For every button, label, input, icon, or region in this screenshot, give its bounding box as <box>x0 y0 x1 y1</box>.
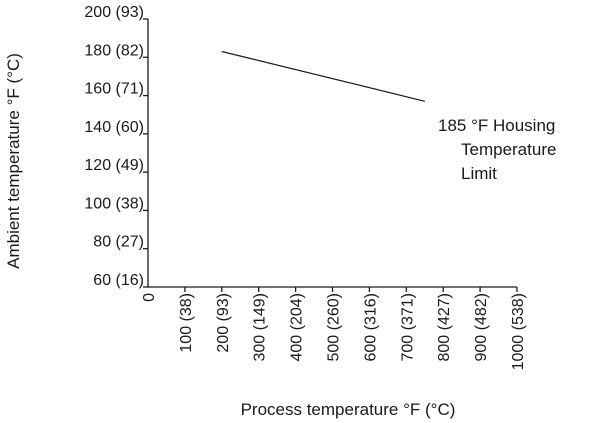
x-tick-label: 500 (260) <box>326 293 343 362</box>
y-tick-label: 180 (82) <box>84 42 144 59</box>
x-tick-label: 200 (93) <box>215 293 232 353</box>
y-tick-label: 140 (60) <box>84 119 144 136</box>
y-axis-ticks: 60 (16) 80 (27) 100 (38) 120 (49) 140 (60) 16… <box>84 4 148 289</box>
y-tick-label: 100 (38) <box>84 195 144 212</box>
y-tick-label: 160 (71) <box>84 81 144 98</box>
x-tick-label: 0 <box>141 293 158 302</box>
series-group <box>221 50 425 102</box>
housing-limit-annotation: 185 °F Housing Temperature Limit <box>438 116 556 183</box>
y-tick-label: 80 (27) <box>93 234 144 251</box>
y-tick-label: 60 (16) <box>93 272 144 289</box>
y-tick-label: 200 (93) <box>84 4 144 21</box>
annotation-line-1: 185 °F Housing <box>438 116 555 135</box>
annotation-line-3: Limit <box>461 164 497 183</box>
housing-limit-line <box>221 50 425 102</box>
x-tick-label: 300 (149) <box>252 293 269 362</box>
x-tick-label: 1000 (538) <box>510 293 527 370</box>
x-tick-label: 800 (427) <box>436 293 453 362</box>
y-axis-title: Ambient temperature °F (°C) <box>4 53 23 269</box>
x-tick-label: 700 (371) <box>399 293 416 362</box>
x-axis-ticks: 0 100 (38) 200 (93) 300 (149) 400 (204) 500 (… <box>141 287 527 370</box>
x-tick-label: 100 (38) <box>178 293 195 353</box>
x-tick-label: 600 (316) <box>362 293 379 362</box>
annotation-line-2: Temperature <box>461 140 556 159</box>
y-tick-label: 120 (49) <box>84 157 144 174</box>
x-tick-label: 900 (482) <box>473 293 490 362</box>
x-axis-title: Process temperature °F (°C) <box>241 400 456 419</box>
x-tick-label: 400 (204) <box>289 293 306 362</box>
